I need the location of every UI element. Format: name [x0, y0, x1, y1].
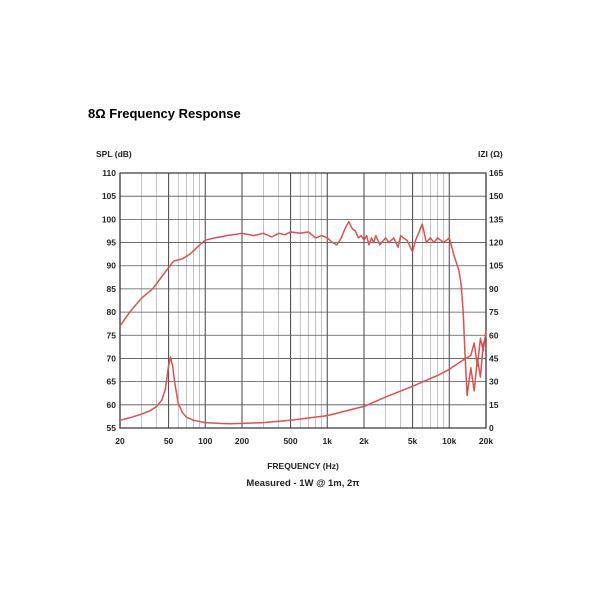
y-tick-label-right: 30	[489, 377, 499, 387]
y-axis-right-title: IZI (Ω)	[478, 149, 503, 159]
x-tick-label: 200	[235, 436, 249, 446]
x-tick-label: 20	[115, 436, 125, 446]
y-tick-label-right: 60	[489, 330, 499, 340]
x-tick-label: 2k	[359, 436, 369, 446]
y-tick-label-left: 95	[107, 238, 117, 248]
plot-labels: 55 60 65 70 75 80 85 90 95 100 105 110 0 15 30 45 60 75 90…	[102, 168, 504, 446]
chart-caption: Measured - 1W @ 1m, 2π	[246, 478, 360, 489]
y-tick-label-right: 75	[489, 307, 499, 317]
plot-grid	[119, 172, 487, 429]
y-tick-label-left: 105	[102, 191, 116, 201]
y-tick-label-left: 55	[107, 423, 117, 433]
y-tick-label-right: 45	[489, 353, 499, 363]
y-tick-label-left: 75	[107, 330, 117, 340]
y-tick-label-left: 85	[107, 284, 117, 294]
x-tick-label: 500	[283, 436, 297, 446]
y-tick-label-right: 165	[489, 168, 503, 178]
y-tick-label-left: 60	[107, 400, 117, 410]
x-axis-title: FREQUENCY (Hz)	[267, 461, 339, 471]
y-tick-label-right: 15	[489, 400, 499, 410]
impedance-curve	[119, 330, 487, 425]
chart-title: 8Ω Frequency Response	[88, 106, 241, 121]
y-tick-label-left: 110	[102, 168, 116, 178]
y-tick-label-right: 150	[489, 191, 503, 201]
y-tick-label-left: 80	[107, 307, 117, 317]
x-tick-label: 100	[198, 436, 212, 446]
y-tick-label-left: 65	[107, 377, 117, 387]
y-tick-label-left: 70	[107, 353, 117, 363]
y-tick-label-left: 100	[102, 214, 116, 224]
y-tick-label-right: 135	[489, 214, 503, 224]
y-tick-label-right: 105	[489, 261, 503, 271]
spl-curve	[119, 220, 487, 397]
x-tick-label: 10k	[442, 436, 456, 446]
x-tick-label: 50	[164, 436, 174, 446]
plot-frame	[119, 172, 487, 429]
x-tick-label: 1k	[323, 436, 333, 446]
y-axis-left-title: SPL (dB)	[96, 149, 132, 159]
y-tick-label-right: 0	[489, 423, 494, 433]
y-tick-label-left: 90	[107, 261, 117, 271]
x-tick-label: 5k	[408, 436, 418, 446]
plot-series	[119, 220, 487, 425]
y-tick-label-right: 90	[489, 284, 499, 294]
x-tick-label: 20k	[479, 436, 493, 446]
y-tick-label-right: 120	[489, 238, 503, 248]
